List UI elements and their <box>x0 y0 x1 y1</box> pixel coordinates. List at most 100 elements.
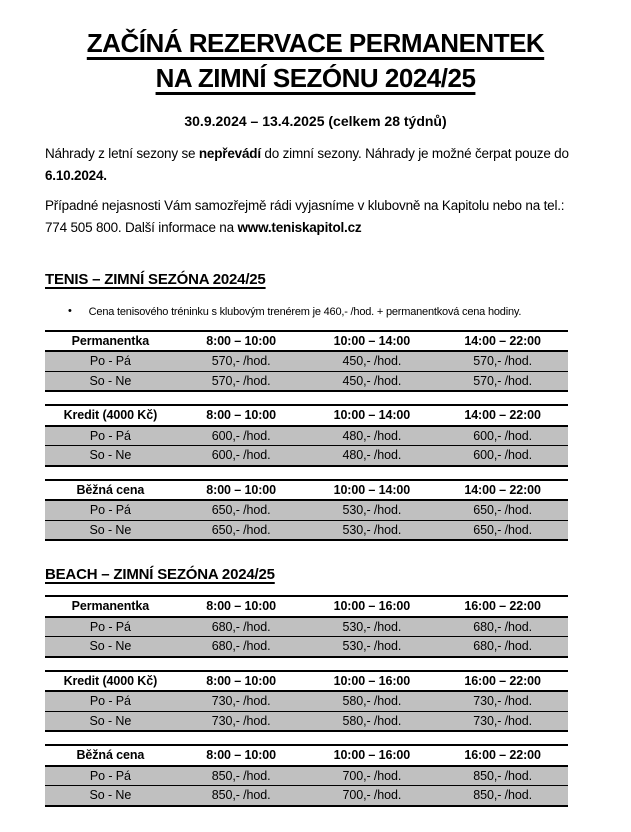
table-cell: 570,- /hod. <box>437 351 568 372</box>
table-cell: So - Ne <box>45 445 176 467</box>
table-row: Po - Pá 650,- /hod. 530,- /hod. 650,- /h… <box>45 500 568 521</box>
website-text: www.teniskapitol.cz <box>237 219 362 235</box>
table-row: Po - Pá 570,- /hod. 450,- /hod. 570,- /h… <box>45 351 568 372</box>
table-cell: 650,- /hod. <box>437 500 568 521</box>
table-cell: So - Ne <box>45 636 176 658</box>
table-cell: So - Ne <box>45 711 176 733</box>
table-cell: 570,- /hod. <box>175 351 307 372</box>
table-cell: 730,- /hod. <box>437 711 568 733</box>
table-header-cell: 8:00 – 10:00 <box>175 404 307 427</box>
table-row: Po - Pá 600,- /hod. 480,- /hod. 600,- /h… <box>45 425 568 447</box>
table-header-cell: 8:00 – 10:00 <box>175 669 307 693</box>
table-cell: 530,- /hod. <box>306 616 438 638</box>
table-cell: 580,- /hod. <box>306 711 438 733</box>
title-line-1: ZAČÍNÁ REZERVACE PERMANENTEK <box>86 28 545 58</box>
table-header-cell: Běžná cena <box>45 744 176 767</box>
table-header-cell: 10:00 – 14:00 <box>306 404 438 427</box>
table-row: So - Ne 680,- /hod. 530,- /hod. 680,- /h… <box>45 636 568 658</box>
table-cell: 680,- /hod. <box>437 636 568 658</box>
table-row: So - Ne 730,- /hod. 580,- /hod. 730,- /h… <box>45 711 568 733</box>
section-tenis: TENIS – ZIMNÍ SEZÓNA 2024/25 • Cena teni… <box>45 271 586 542</box>
table-header-row: Permanentka 8:00 – 10:00 10:00 – 16:00 1… <box>45 595 568 618</box>
table-cell: 570,- /hod. <box>437 371 568 393</box>
deadline-date-bold-text: 6.10.2024. <box>45 167 107 183</box>
table-header-row: Běžná cena 8:00 – 10:00 10:00 – 14:00 14… <box>45 478 568 502</box>
table-cell: 600,- /hod. <box>175 425 307 447</box>
table-header-cell: 10:00 – 16:00 <box>306 669 438 693</box>
table-row: Po - Pá 680,- /hod. 530,- /hod. 680,- /h… <box>45 616 568 638</box>
price-table-tenis-kredit: Kredit (4000 Kč) 8:00 – 10:00 10:00 – 14… <box>45 404 568 467</box>
table-row: Po - Pá 850,- /hod. 700,- /hod. 850,- /h… <box>45 765 568 787</box>
table-cell: 730,- /hod. <box>175 691 307 712</box>
table-cell: 730,- /hod. <box>175 711 307 733</box>
neprevadi-bold-text: nepřevádí <box>198 146 261 162</box>
document-title: ZAČÍNÁ REZERVACE PERMANENTEK NA ZIMNÍ SE… <box>45 26 586 96</box>
paragraph-nahrady-text-2: do zimní sezony. Náhrady je možné čerpat… <box>260 146 569 162</box>
bullet-icon: • <box>68 304 72 317</box>
table-cell: Po - Pá <box>45 765 176 787</box>
paragraph-nahrady: Náhrady z letní sezony se nepřevádí do z… <box>45 143 586 186</box>
table-header-cell: 8:00 – 10:00 <box>175 329 307 353</box>
table-cell: Po - Pá <box>45 500 176 521</box>
table-header-row: Permanentka 8:00 – 10:00 10:00 – 14:00 1… <box>45 329 568 353</box>
table-header-cell: 16:00 – 22:00 <box>437 744 568 767</box>
table-cell: 850,- /hod. <box>437 785 568 807</box>
section-heading-tenis: TENIS – ZIMNÍ SEZÓNA 2024/25 <box>45 270 266 288</box>
section-heading-beach: BEACH – ZIMNÍ SEZÓNA 2024/25 <box>45 566 275 584</box>
table-cell: 680,- /hod. <box>175 636 307 658</box>
table-header-row: Běžná cena 8:00 – 10:00 10:00 – 16:00 16… <box>45 744 568 767</box>
table-cell: 450,- /hod. <box>306 371 438 393</box>
table-cell: 480,- /hod. <box>306 425 438 447</box>
table-row: So - Ne 600,- /hod. 480,- /hod. 600,- /h… <box>45 445 568 467</box>
table-cell: 650,- /hod. <box>175 500 307 521</box>
table-header-cell: 16:00 – 22:00 <box>437 669 568 693</box>
table-cell: So - Ne <box>45 520 176 542</box>
price-table-beach-bezna-cena: Běžná cena 8:00 – 10:00 10:00 – 16:00 16… <box>45 744 568 807</box>
bullet-text: Cena tenisového tréninku s klubovým tren… <box>88 305 522 318</box>
table-cell: 480,- /hod. <box>306 445 438 467</box>
paragraph-kontakt-text: Případné nejasnosti Vám samozřejmě rádi … <box>45 198 565 235</box>
table-header-cell: Permanentka <box>45 595 176 618</box>
table-cell: 700,- /hod. <box>306 765 438 787</box>
table-header-cell: 14:00 – 22:00 <box>437 329 568 353</box>
bullet-item-trenink: • Cena tenisového tréninku s klubovým tr… <box>68 304 586 318</box>
paragraph-nahrady-text: Náhrady z letní sezony se <box>45 146 199 162</box>
table-cell: 530,- /hod. <box>306 520 438 542</box>
section-beach: BEACH – ZIMNÍ SEZÓNA 2024/25 Permanentka… <box>45 566 586 807</box>
title-line-2: NA ZIMNÍ SEZÓNU 2024/25 <box>155 63 476 94</box>
table-header-cell: 10:00 – 16:00 <box>306 595 438 618</box>
table-cell: 850,- /hod. <box>175 765 307 787</box>
table-cell: So - Ne <box>45 785 176 807</box>
table-cell: Po - Pá <box>45 425 176 447</box>
table-cell: 850,- /hod. <box>437 765 568 787</box>
price-table-tenis-bezna-cena: Běžná cena 8:00 – 10:00 10:00 – 14:00 14… <box>45 478 568 542</box>
price-table-tenis-permanentka: Permanentka 8:00 – 10:00 10:00 – 14:00 1… <box>45 329 568 393</box>
table-cell: 700,- /hod. <box>306 785 438 807</box>
table-header-cell: 10:00 – 14:00 <box>306 329 438 353</box>
table-cell: 600,- /hod. <box>437 445 568 467</box>
table-header-cell: 10:00 – 16:00 <box>306 744 438 767</box>
table-cell: 580,- /hod. <box>306 691 438 712</box>
table-cell: 600,- /hod. <box>437 425 568 447</box>
table-header-cell: 8:00 – 10:00 <box>175 595 307 618</box>
table-cell: 600,- /hod. <box>175 445 307 467</box>
table-header-cell: 8:00 – 10:00 <box>175 478 307 502</box>
table-cell: Po - Pá <box>45 351 176 372</box>
table-header-cell: 8:00 – 10:00 <box>175 744 307 767</box>
price-table-beach-permanentka: Permanentka 8:00 – 10:00 10:00 – 16:00 1… <box>45 595 568 658</box>
table-cell: 650,- /hod. <box>437 520 568 542</box>
table-header-cell: 16:00 – 22:00 <box>437 595 568 618</box>
table-row: So - Ne 650,- /hod. 530,- /hod. 650,- /h… <box>45 520 568 542</box>
table-cell: 450,- /hod. <box>306 351 438 372</box>
table-cell: 530,- /hod. <box>306 500 438 521</box>
table-row: Po - Pá 730,- /hod. 580,- /hod. 730,- /h… <box>45 691 568 712</box>
table-header-cell: Kredit (4000 Kč) <box>45 404 176 427</box>
table-cell: 570,- /hod. <box>175 371 307 393</box>
table-header-cell: 10:00 – 14:00 <box>306 478 438 502</box>
table-header-cell: Permanentka <box>45 329 176 353</box>
table-cell: 650,- /hod. <box>175 520 307 542</box>
table-header-cell: Kredit (4000 Kč) <box>45 669 176 693</box>
table-header-cell: 14:00 – 22:00 <box>437 478 568 502</box>
table-cell: 680,- /hod. <box>175 616 307 638</box>
